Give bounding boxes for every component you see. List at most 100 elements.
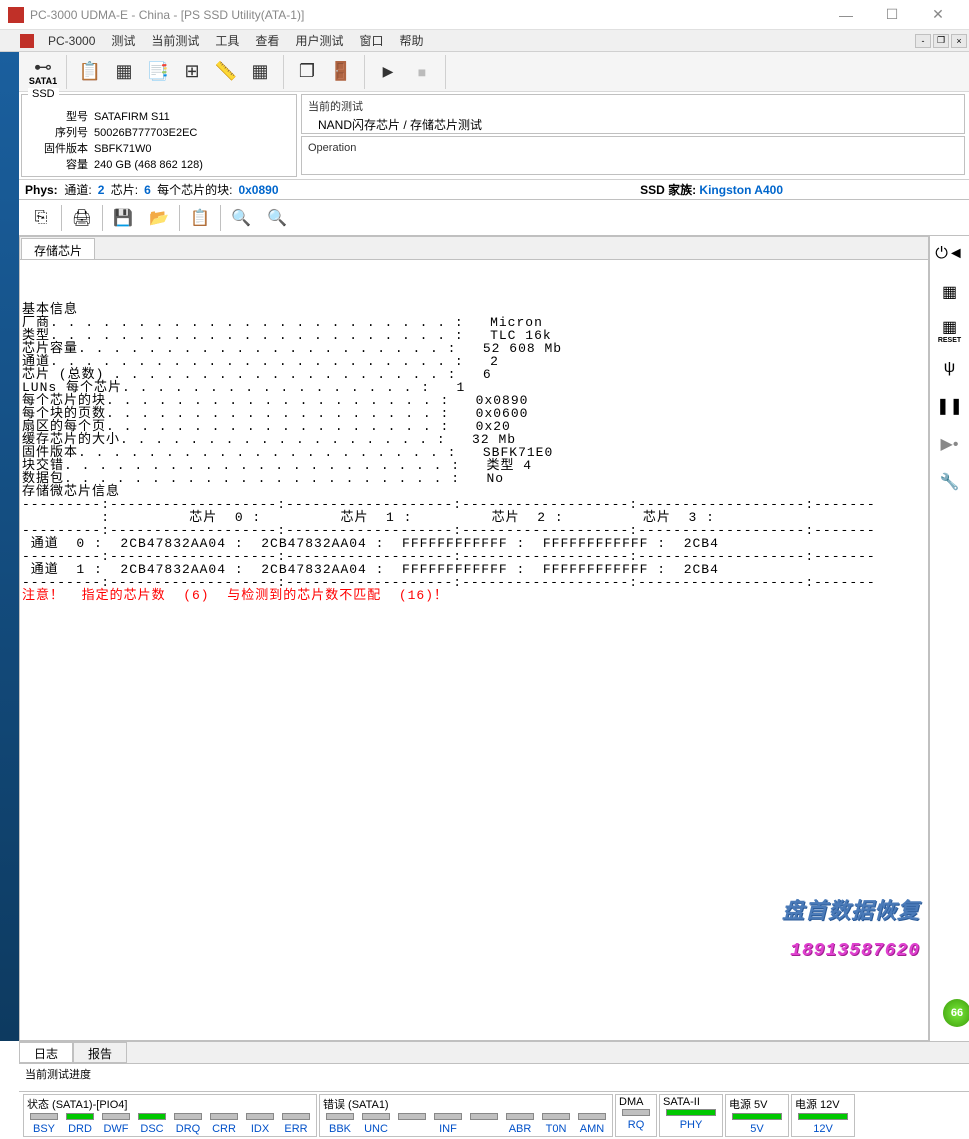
status-cell-label: RQ: [628, 1119, 645, 1131]
tool-clipboard[interactable]: 📋: [73, 55, 107, 89]
status-cell: CRR: [207, 1113, 241, 1135]
rtb-go[interactable]: ▶•: [936, 432, 964, 456]
stb-open[interactable]: 📂: [141, 203, 177, 233]
watermark: 盘首数据恢复 18913587620: [782, 880, 920, 984]
play-button[interactable]: ▶: [371, 55, 405, 89]
stb-find[interactable]: 🔍: [223, 203, 259, 233]
chips-label: 芯片:: [111, 181, 138, 198]
status-cell-label: DRD: [68, 1123, 92, 1135]
channels-value: 2: [98, 183, 105, 197]
output-area: 存储芯片 盘首数据恢复 18913587620 基本信息厂商. . . . . …: [19, 236, 929, 1041]
tool-ruler[interactable]: 📏: [209, 55, 243, 89]
stb-export[interactable]: ⎘: [23, 203, 59, 233]
ssd-info-box: SSD 型号SATAFIRM S11 序列号50026B777703E2EC 固…: [21, 94, 297, 177]
rtb-power[interactable]: ⏻◄: [936, 242, 964, 266]
status-cell-label: ERR: [284, 1123, 307, 1135]
status-group: 电源 5V5V: [725, 1094, 789, 1137]
status-light: [138, 1113, 166, 1120]
status-cell-label: DWF: [103, 1123, 128, 1135]
tool-chip[interactable]: ▦: [107, 55, 141, 89]
warning-line: 注意！ 指定的芯片数 (6) 与检测到的芯片数不匹配 (16)！: [22, 589, 926, 602]
menu-user-test[interactable]: 用户测试: [287, 32, 351, 49]
rtb-usb[interactable]: ψ: [936, 356, 964, 380]
status-cell-label: DSC: [140, 1123, 163, 1135]
secondary-toolbar: ⎘ 🖨 💾 📂 📋 🔍 🔍: [19, 200, 969, 236]
mdi-restore[interactable]: ❐: [933, 34, 949, 48]
status-cell: DRQ: [171, 1113, 205, 1135]
status-light: [666, 1109, 716, 1116]
ssd-box-label: SSD: [28, 88, 59, 100]
titlebar: PC-3000 UDMA-E - China - [PS SSD Utility…: [0, 0, 969, 30]
bottom-tabs: 日志 报告: [19, 1041, 969, 1063]
close-button[interactable]: ✕: [915, 0, 961, 30]
status-light: [434, 1113, 462, 1120]
capacity-label: 容量: [30, 157, 88, 173]
status-cell-label: CRR: [212, 1123, 236, 1135]
status-cell: [395, 1113, 429, 1135]
minimize-button[interactable]: —: [823, 0, 869, 30]
status-cell: 5V: [729, 1113, 785, 1135]
current-test-label: 当前的测试: [308, 101, 363, 113]
tab-storage-chip[interactable]: 存储芯片: [21, 238, 95, 259]
rtb-reset[interactable]: ▦RESET: [936, 318, 964, 342]
status-group-label: DMA: [619, 1096, 653, 1108]
sata-button[interactable]: ⊷SATA1: [26, 55, 60, 89]
menu-help[interactable]: 帮助: [391, 32, 431, 49]
status-cell-label: IDX: [251, 1123, 269, 1135]
menu-window[interactable]: 窗口: [351, 32, 391, 49]
mono-output: 盘首数据恢复 18913587620 基本信息厂商. . . . . . . .…: [20, 260, 928, 1040]
left-strip: [0, 52, 19, 1041]
btab-log[interactable]: 日志: [19, 1042, 73, 1063]
status-group: 状态 (SATA1)-[PIO4]BSYDRDDWFDSCDRQCRRIDXER…: [23, 1094, 317, 1137]
btab-report[interactable]: 报告: [73, 1042, 127, 1063]
tool-copy[interactable]: ❐: [290, 55, 324, 89]
stb-copy[interactable]: 📋: [182, 203, 218, 233]
rtb-chip[interactable]: ▦: [936, 280, 964, 304]
stb-print[interactable]: 🖨: [64, 203, 100, 233]
rtb-pause[interactable]: ❚❚: [936, 394, 964, 418]
status-cell-label: PHY: [680, 1119, 703, 1131]
app-name[interactable]: PC-3000: [40, 34, 103, 48]
menu-tools[interactable]: 工具: [207, 32, 247, 49]
status-light: [506, 1113, 534, 1120]
maximize-button[interactable]: ☐: [869, 0, 915, 30]
status-bar: 状态 (SATA1)-[PIO4]BSYDRDDWFDSCDRQCRRIDXER…: [19, 1091, 969, 1139]
rtb-settings[interactable]: 🔧: [936, 470, 964, 494]
status-group-label: 电源 12V: [795, 1096, 851, 1112]
capacity-value: 240 GB (468 862 128): [94, 157, 203, 173]
badge-66: 66: [943, 999, 969, 1027]
status-light: [66, 1113, 94, 1120]
status-cell: BBK: [323, 1113, 357, 1135]
tool-docs[interactable]: 📑: [141, 55, 175, 89]
operation-label: Operation: [308, 142, 356, 154]
output-tabs: 存储芯片: [20, 237, 928, 260]
status-light: [30, 1113, 58, 1120]
menu-current-test[interactable]: 当前测试: [143, 32, 207, 49]
status-cell: DWF: [99, 1113, 133, 1135]
status-cell: BSY: [27, 1113, 61, 1135]
tool-module[interactable]: ⊞: [175, 55, 209, 89]
status-cell: PHY: [663, 1109, 719, 1131]
status-light: [470, 1113, 498, 1120]
phys-label: Phys:: [25, 183, 58, 197]
app-icon: [8, 7, 24, 23]
status-light: [732, 1113, 782, 1120]
stb-save[interactable]: 💾: [105, 203, 141, 233]
mdi-close[interactable]: ×: [951, 34, 967, 48]
status-cell: AMN: [575, 1113, 609, 1135]
stb-find-next[interactable]: 🔍: [259, 203, 295, 233]
status-cell-label: BBK: [329, 1123, 351, 1135]
status-light: [282, 1113, 310, 1120]
status-cell-label: ABR: [509, 1123, 532, 1135]
menu-test[interactable]: 测试: [103, 32, 143, 49]
menu-view[interactable]: 查看: [247, 32, 287, 49]
status-light: [102, 1113, 130, 1120]
status-cell: 12V: [795, 1113, 851, 1135]
stop-button[interactable]: ■: [405, 55, 439, 89]
blocks-label: 每个芯片的块:: [157, 181, 232, 198]
mdi-minimize[interactable]: -: [915, 34, 931, 48]
operation-box: Operation: [301, 136, 965, 175]
tool-grid[interactable]: ▦: [243, 55, 277, 89]
mdi-controls: - ❐ ×: [913, 34, 969, 48]
tool-exit[interactable]: 🚪: [324, 55, 358, 89]
